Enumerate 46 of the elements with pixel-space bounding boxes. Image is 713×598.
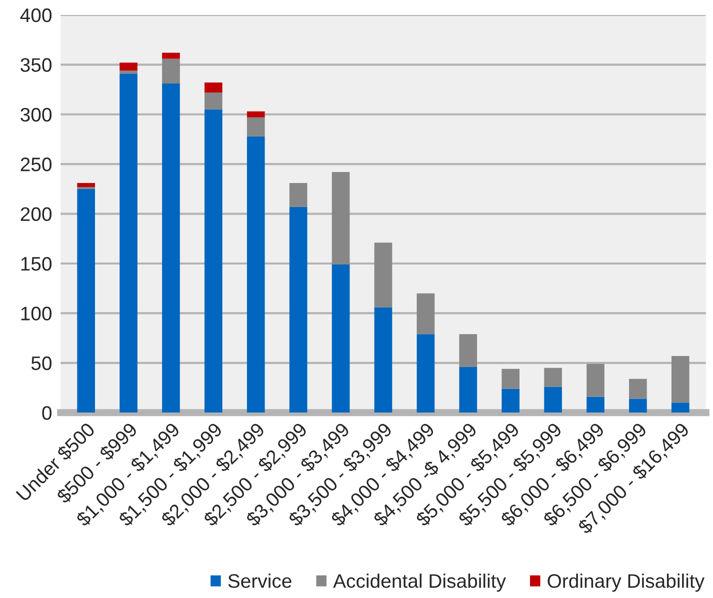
bar <box>332 264 350 413</box>
bar <box>77 182 95 187</box>
bar <box>289 182 308 207</box>
bar <box>374 307 392 413</box>
bar <box>586 364 604 397</box>
y-tick-label: 0 <box>42 406 52 420</box>
bar <box>204 92 222 110</box>
bar <box>289 206 308 413</box>
bar <box>416 293 435 334</box>
bar <box>120 62 138 71</box>
legend-label: Accidental Disability <box>333 574 506 592</box>
y-tick-label: 400 <box>20 8 52 22</box>
bar <box>162 52 180 59</box>
bar <box>544 368 562 387</box>
bar <box>544 386 562 413</box>
bar <box>120 70 138 74</box>
bar <box>502 388 520 413</box>
legend-label: Service <box>228 574 292 588</box>
bar <box>162 84 180 413</box>
bar <box>204 82 222 92</box>
y-tick-label: 350 <box>20 58 52 72</box>
bar <box>629 398 647 413</box>
bar <box>246 117 265 136</box>
bar <box>671 356 690 403</box>
y-tick-label: 250 <box>20 158 52 172</box>
legend-label: Ordinary Disability <box>548 574 705 592</box>
bar <box>332 172 350 264</box>
bar <box>671 402 690 413</box>
bar <box>459 366 478 413</box>
y-tick-label: 100 <box>21 306 52 320</box>
bar <box>120 74 138 413</box>
bar <box>502 368 520 389</box>
y-tick-label: 200 <box>20 207 52 222</box>
bar <box>459 334 478 367</box>
bar <box>77 188 95 413</box>
bar <box>586 396 604 413</box>
y-tick-label: 50 <box>31 356 52 370</box>
y-tick-label: 150 <box>21 256 52 271</box>
bar <box>374 242 392 308</box>
bar <box>162 58 180 84</box>
y-tick-label: 300 <box>20 108 52 122</box>
bar <box>629 378 647 399</box>
bar <box>416 334 435 413</box>
bar <box>246 136 265 413</box>
bar <box>246 111 265 118</box>
bar <box>204 109 222 413</box>
